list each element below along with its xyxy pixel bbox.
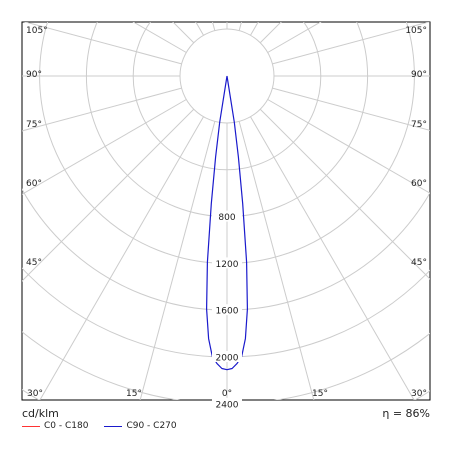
grid-spoke	[267, 22, 322, 53]
grid-spoke	[22, 99, 187, 195]
radial-label-bg	[212, 351, 242, 362]
angle-label-bottom: 30°	[411, 389, 427, 399]
angle-label-left: 90°	[26, 70, 42, 80]
efficiency-label: η = 86%	[382, 407, 430, 420]
legend-item-c0-c180: C0 - C180	[22, 421, 88, 431]
radial-label-bg	[212, 210, 242, 222]
angle-label-bottom: 30°	[27, 389, 43, 399]
grid-spoke	[238, 121, 315, 400]
grid-spoke	[132, 22, 187, 53]
angle-label-right: 105°	[405, 26, 427, 36]
legend-item-c90-c270: C90 - C270	[104, 421, 177, 431]
grid-spoke	[272, 87, 430, 131]
angle-label-left: 45°	[26, 258, 42, 268]
radial-tick-labels: 800 1200 1600 2000 2400	[212, 210, 242, 410]
radial-tick-label: 2000	[216, 354, 239, 364]
angle-label-left: 105°	[26, 26, 48, 36]
grid-spoke	[23, 22, 182, 65]
intensity-curves	[206, 75, 248, 371]
angle-label-left: 60°	[26, 179, 42, 189]
grid-spoke	[139, 121, 216, 400]
radial-label-bg	[212, 257, 242, 269]
legend-swatch-c0-c180	[22, 425, 40, 427]
grid-spoke	[259, 108, 430, 280]
grid-spoke	[267, 99, 430, 194]
angle-label-right: 60°	[411, 179, 427, 189]
grid-spoke	[272, 22, 430, 65]
legend-label-c0-c180: C0 - C180	[44, 421, 89, 431]
radial-tick-label: 1600	[216, 307, 239, 317]
grid-spoke	[22, 87, 182, 132]
angle-label-right: 90°	[411, 70, 427, 80]
legend-label-c90-c270: C90 - C270	[126, 421, 177, 431]
angle-label-bottom: 15°	[126, 389, 142, 399]
angle-label-right: 75°	[411, 120, 427, 130]
angle-label-bottom: 15°	[312, 389, 328, 399]
grid-spoke	[22, 108, 195, 282]
angle-labels: 105° 90° 75° 60° 45° 105° 90° 75° 60° 45° 30° 15° 0°…	[26, 26, 427, 399]
legend: C0 - C180 C90 - C270	[22, 421, 177, 431]
unit-label: cd/klm	[22, 407, 59, 420]
angle-label-left: 75°	[26, 120, 42, 130]
radial-tick-label: 1200	[216, 260, 239, 270]
grid-spoke	[39, 116, 204, 400]
curve-c90-c270	[206, 75, 248, 371]
angle-label-right: 45°	[411, 258, 427, 268]
radial-tick-label: 800	[218, 213, 235, 223]
angle-label-bottom: 0°	[222, 389, 232, 399]
radial-label-bg	[212, 304, 242, 316]
radial-label-bg	[212, 397, 242, 409]
grid-spoke	[250, 116, 415, 400]
radial-tick-label: 2400	[216, 400, 239, 410]
legend-swatch-c90-c270	[104, 425, 123, 427]
